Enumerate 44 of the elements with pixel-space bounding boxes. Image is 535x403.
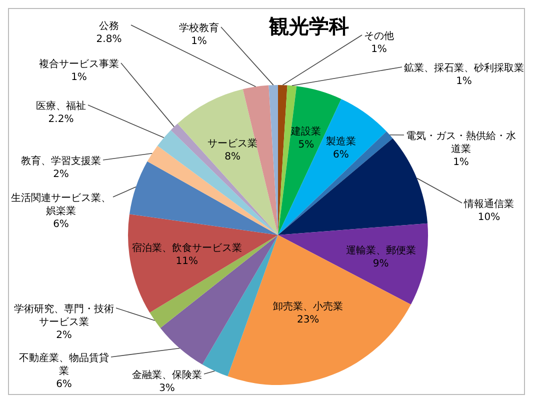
pie-slice [178,89,278,235]
slice-label: 製造業 [326,136,356,148]
slice-label: 教育、学習支援業 [21,155,101,167]
slice-label: 運輸業、郵便業 [346,244,416,257]
slice-label: 情報通信業 [463,198,514,210]
slice-label: サービス業 [208,137,258,150]
pie-slice [129,161,278,235]
pie-slice [157,130,278,235]
slice-label: 金融業、保険業 [132,369,202,381]
slice-label: 学校教育 [179,22,219,34]
slice-label: 生活関連サービス業、娯楽業 [11,192,111,217]
slice-label: 卸売業、小売業 [273,300,344,312]
slice-label: その他 [364,30,394,42]
slice-label: 公務 [99,20,119,32]
data-label: 6% [53,219,69,230]
data-label: 2% [53,169,69,180]
slice-label: 不動産業、物品賃貸業 [19,352,109,377]
data-label: 1% [191,36,207,47]
slice-label: 電気・ガス・熱供給・水道業 [406,130,516,155]
data-label: 8% [224,151,240,162]
data-label: 3% [159,383,175,394]
slice-label: 宿泊業、飲食サービス業 [132,242,242,254]
slice-label: 学術研究、専門・技術サービス業 [14,303,114,328]
data-label: 1% [71,72,87,83]
slice-label: 建設業 [290,125,322,138]
chart-title: 観光学科 [268,13,350,40]
data-label: 5% [298,139,314,150]
pie-slice [278,99,387,235]
data-label: 11% [176,256,198,268]
data-label: 10% [478,212,500,223]
pie-slice [170,124,278,235]
data-label: 9% [372,258,389,270]
data-label: 2.8% [96,34,122,45]
data-label: 23% [296,314,320,326]
data-label: 1% [456,76,472,87]
slice-label: 複合サービス事業 [39,58,119,70]
data-label: 6% [56,379,72,390]
slice-label: 鉱業、採石業、砂利採取業 [404,62,524,74]
slice-label: 医療、福祉 [36,100,86,112]
data-label: 2% [56,330,72,341]
data-label: 1% [371,44,387,55]
data-label: 2.2% [48,114,74,125]
data-label: 6% [333,150,349,161]
data-label: 1% [453,157,469,168]
